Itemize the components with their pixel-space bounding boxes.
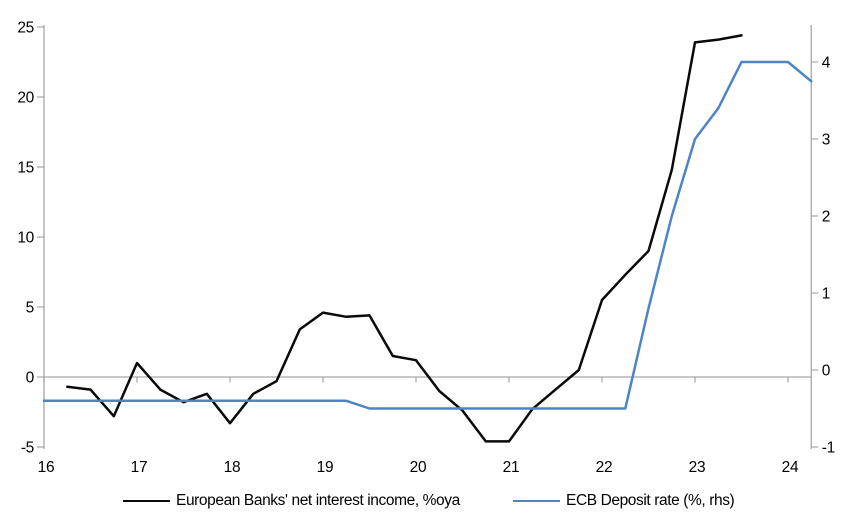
right-axis-tick-label: 4 <box>822 55 831 72</box>
left-axis-tick-label: 20 <box>17 90 34 107</box>
series-line-ecb-deposit-rate <box>42 60 813 410</box>
black-line-swatch-icon <box>123 499 170 503</box>
x-axis-tick-label: 18 <box>224 459 241 476</box>
blue-line-swatch-icon <box>513 499 560 503</box>
x-axis-tick-label: 20 <box>410 459 427 476</box>
x-axis-tick-label: 17 <box>131 459 148 476</box>
x-axis-tick-label: 22 <box>596 459 613 476</box>
right-axis-tick-label: 1 <box>822 286 830 303</box>
x-axis-tick-label: 21 <box>503 459 520 476</box>
left-axis-tick-label: 15 <box>17 160 34 177</box>
left-axis-tick-label: -5 <box>21 440 34 457</box>
x-axis-tick-label: 19 <box>317 459 334 476</box>
left-axis-tick-label: 25 <box>17 20 34 37</box>
right-axis-tick-label: 2 <box>822 209 830 226</box>
legend-label-net-interest-income: European Banks' net interest income, %oy… <box>176 492 460 509</box>
left-axis-tick-label: 10 <box>17 230 34 247</box>
right-axis-tick-label: 0 <box>822 363 831 380</box>
chart-legend: European Banks' net interest income, %oy… <box>0 490 852 512</box>
series-line-net-interest-income <box>66 34 743 443</box>
x-axis-tick-label: 16 <box>38 459 55 476</box>
right-axis-tick-label: -1 <box>822 440 835 457</box>
left-axis-tick-label: 0 <box>26 370 35 387</box>
legend-item-ecb-deposit-rate: ECB Deposit rate (%, rhs) <box>513 490 735 512</box>
legend-label-ecb-deposit-rate: ECB Deposit rate (%, rhs) <box>566 492 735 509</box>
x-axis-tick-label: 23 <box>689 459 706 476</box>
legend-item-net-interest-income: European Banks' net interest income, %oy… <box>123 490 460 512</box>
left-axis-tick-label: 5 <box>26 300 34 317</box>
x-axis-tick-label: 24 <box>782 459 799 476</box>
right-axis-tick-label: 3 <box>822 132 830 149</box>
